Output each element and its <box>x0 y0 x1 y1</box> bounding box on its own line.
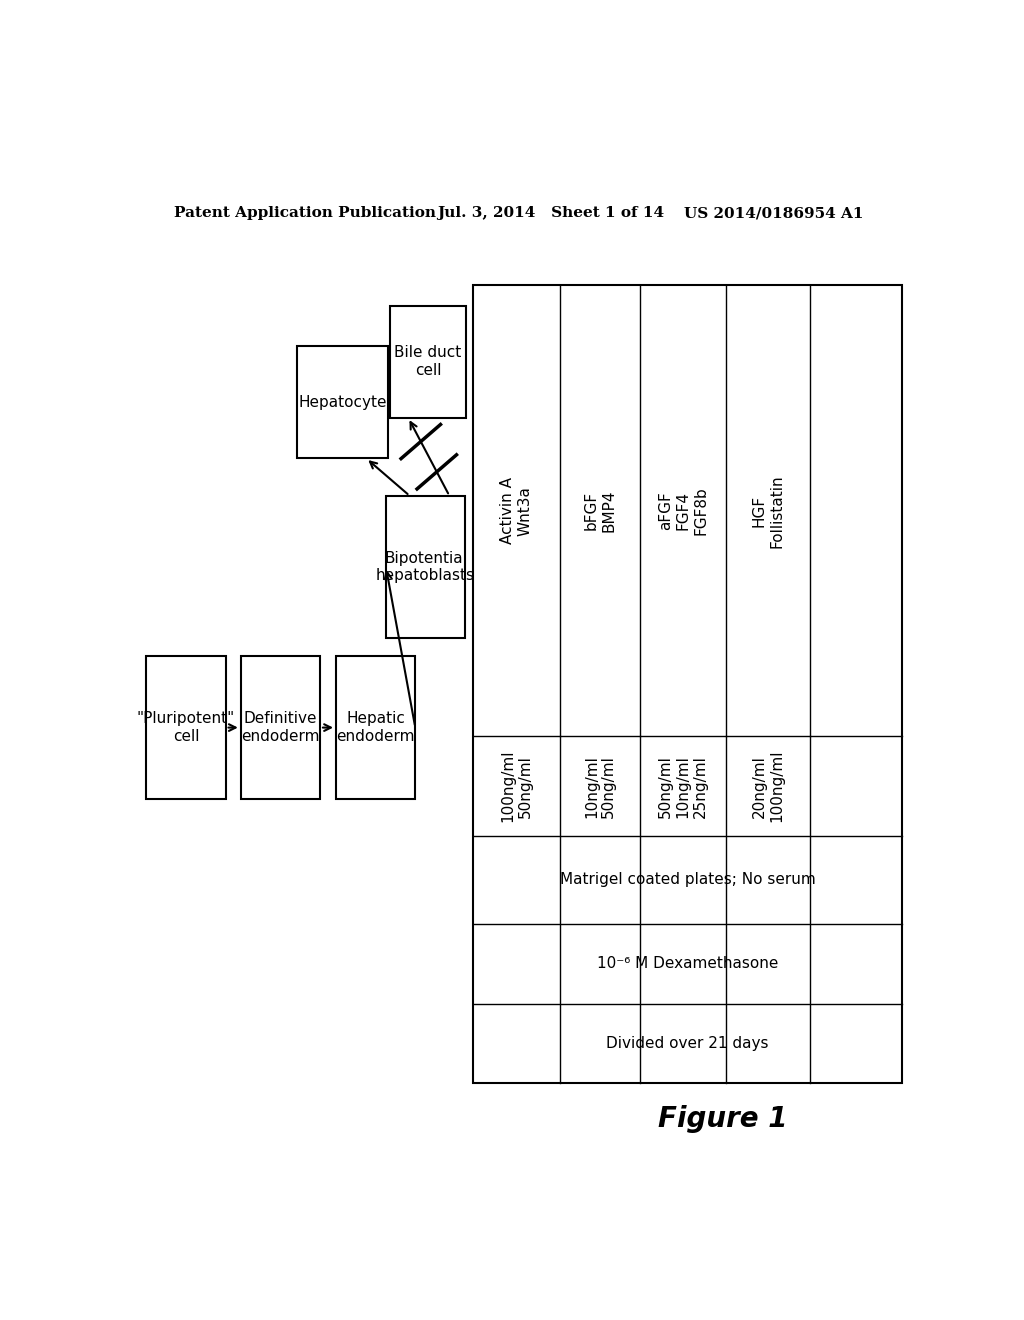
Text: 50ng/ml
10ng/ml
25ng/ml: 50ng/ml 10ng/ml 25ng/ml <box>658 755 709 817</box>
Text: HGF
Follistatin: HGF Follistatin <box>752 474 784 548</box>
Text: Matrigel coated plates; No serum: Matrigel coated plates; No serum <box>559 873 815 887</box>
Text: Definitive
endoderm: Definitive endoderm <box>241 711 319 743</box>
Bar <box>386 496 465 638</box>
Text: 100ng/ml
50ng/ml: 100ng/ml 50ng/ml <box>501 750 532 822</box>
Bar <box>336 656 416 799</box>
Text: US 2014/0186954 A1: US 2014/0186954 A1 <box>684 206 863 220</box>
Bar <box>146 656 225 799</box>
Text: Hepatic
endoderm: Hepatic endoderm <box>336 711 415 743</box>
Text: 10ng/ml
50ng/ml: 10ng/ml 50ng/ml <box>584 755 616 817</box>
Text: Bipotential
hepatoblasts: Bipotential hepatoblasts <box>376 550 475 583</box>
Text: Hepatocyte: Hepatocyte <box>298 395 386 409</box>
Text: Patent Application Publication: Patent Application Publication <box>174 206 436 220</box>
Text: 20ng/ml
100ng/ml: 20ng/ml 100ng/ml <box>752 750 784 822</box>
Text: bFGF
BMP4: bFGF BMP4 <box>584 490 616 532</box>
Bar <box>297 346 388 458</box>
Text: Figure 1: Figure 1 <box>658 1105 787 1133</box>
Text: Bile duct
cell: Bile duct cell <box>394 346 462 378</box>
Text: Jul. 3, 2014   Sheet 1 of 14: Jul. 3, 2014 Sheet 1 of 14 <box>437 206 665 220</box>
Text: aFGF
FGF4
FGF8b: aFGF FGF4 FGF8b <box>658 487 709 535</box>
Text: 10⁻⁶ M Dexamethasone: 10⁻⁶ M Dexamethasone <box>597 956 778 972</box>
Bar <box>473 285 902 1084</box>
Bar <box>390 306 466 417</box>
Bar <box>241 656 321 799</box>
Text: Divided over 21 days: Divided over 21 days <box>606 1036 769 1051</box>
Text: "Pluripotent"
cell: "Pluripotent" cell <box>137 711 236 743</box>
Text: Activin A
Wnt3a: Activin A Wnt3a <box>501 478 532 544</box>
